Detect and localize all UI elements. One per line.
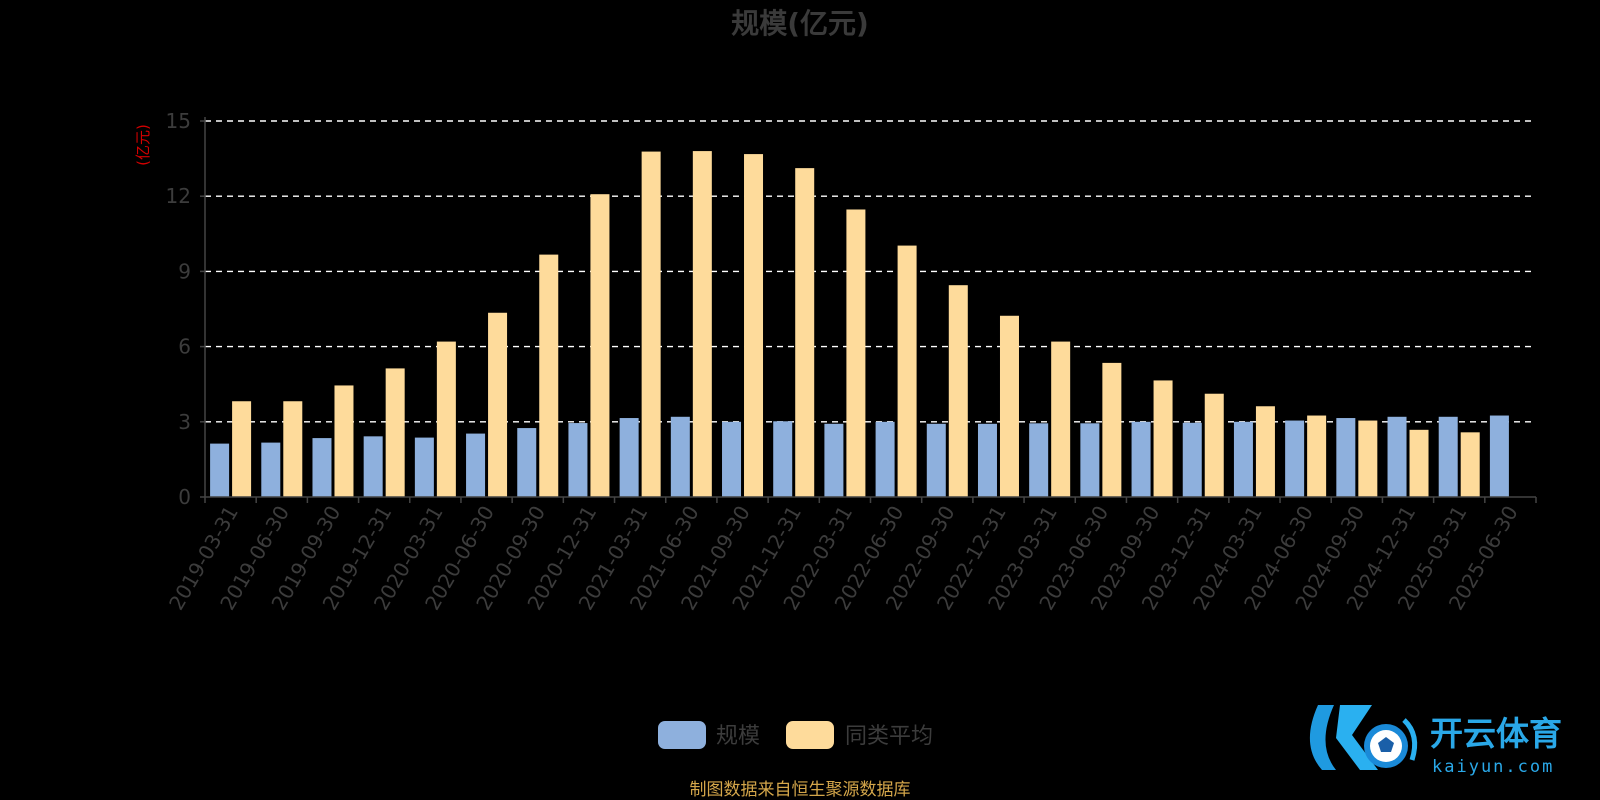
legend-swatch-scale <box>658 721 706 749</box>
bar-peer-average[interactable] <box>1460 432 1480 497</box>
bar-peer-average[interactable] <box>539 254 559 497</box>
y-tick-label: 9 <box>178 259 191 283</box>
bar-scale[interactable] <box>1285 420 1305 497</box>
bar-scale[interactable] <box>875 421 895 497</box>
bar-scale[interactable] <box>1336 418 1356 497</box>
kaiyun-logo-url: kaiyun.com <box>1432 757 1554 777</box>
bar-peer-average[interactable] <box>744 154 764 497</box>
bar-scale[interactable] <box>926 423 946 497</box>
legend-item-peer-average[interactable]: 同类平均 <box>786 721 933 749</box>
bar-scale[interactable] <box>722 421 742 497</box>
bar-peer-average[interactable] <box>1255 406 1275 497</box>
y-tick-label: 15 <box>166 109 191 133</box>
bar-peer-average[interactable] <box>999 315 1019 497</box>
y-tick-labels: 0 3 6 9 12 15 <box>166 109 191 509</box>
bar-peer-average[interactable] <box>488 312 508 497</box>
y-axis-label: (亿元) <box>134 124 152 166</box>
bar-peer-average[interactable] <box>692 151 712 497</box>
bar-peer-average[interactable] <box>795 168 815 497</box>
bar-peer-average[interactable] <box>436 341 456 497</box>
bar-scale[interactable] <box>1131 421 1151 497</box>
bar-peer-average[interactable] <box>283 401 303 497</box>
bar-scale[interactable] <box>1233 421 1253 497</box>
bar-peer-average[interactable] <box>846 209 866 497</box>
legend-item-scale[interactable]: 规模 <box>658 721 760 749</box>
bar-scale[interactable] <box>414 437 434 497</box>
bar-scale[interactable] <box>363 436 383 497</box>
bar-peer-average[interactable] <box>1102 362 1122 497</box>
bar-peer-average[interactable] <box>1409 429 1429 497</box>
y-tick-label: 3 <box>178 410 191 434</box>
bar-scale[interactable] <box>670 416 690 497</box>
bar-scale[interactable] <box>1387 416 1407 497</box>
axes <box>200 117 1537 503</box>
bar-scale[interactable] <box>261 442 281 497</box>
bar-scale[interactable] <box>977 423 997 497</box>
bar-scale[interactable] <box>1489 415 1509 497</box>
bar-scale[interactable] <box>210 443 230 497</box>
legend-label-peer-average: 同类平均 <box>845 724 933 749</box>
bar-peer-average[interactable] <box>1358 420 1378 497</box>
source-note: 制图数据来自恒生聚源数据库 <box>690 780 911 800</box>
bar-peer-average[interactable] <box>948 285 968 497</box>
bar-peer-average[interactable] <box>1307 415 1327 497</box>
legend: 规模 同类平均 <box>658 721 933 749</box>
bar-scale[interactable] <box>312 438 332 497</box>
kaiyun-logo-text: 开云体育 <box>1430 714 1562 753</box>
bar-peer-average[interactable] <box>1051 341 1071 497</box>
bar-peer-average[interactable] <box>334 385 354 497</box>
y-tick-label: 12 <box>166 184 191 208</box>
chart-title: 规模(亿元) <box>731 7 869 40</box>
bar-peer-average[interactable] <box>385 368 405 497</box>
bars <box>210 151 1509 497</box>
bar-peer-average[interactable] <box>641 151 661 497</box>
bar-peer-average[interactable] <box>232 401 252 497</box>
legend-label-scale: 规模 <box>716 724 760 749</box>
legend-swatch-peer-average <box>786 721 834 749</box>
bar-scale[interactable] <box>517 428 537 497</box>
bar-scale[interactable] <box>824 423 844 497</box>
bar-peer-average[interactable] <box>590 194 610 497</box>
bar-scale[interactable] <box>773 421 793 497</box>
bar-scale[interactable] <box>568 423 588 497</box>
bar-peer-average[interactable] <box>1204 393 1224 497</box>
bar-scale[interactable] <box>619 418 639 497</box>
bar-scale[interactable] <box>1438 416 1458 497</box>
bar-peer-average[interactable] <box>1153 380 1173 497</box>
bar-peer-average[interactable] <box>897 245 917 497</box>
bar-scale[interactable] <box>1182 422 1202 497</box>
bar-scale[interactable] <box>1080 423 1100 497</box>
kaiyun-logo-icon <box>1309 705 1418 770</box>
bar-scale[interactable] <box>1029 423 1049 497</box>
kaiyun-logo: 开云体育 kaiyun.com <box>1309 705 1562 777</box>
y-tick-label: 0 <box>178 485 191 509</box>
grid-lines <box>205 120 1536 423</box>
bar-scale[interactable] <box>466 433 486 497</box>
x-tick-labels: 2019-03-312019-06-302019-09-302019-12-31… <box>164 502 1523 615</box>
y-tick-label: 6 <box>178 335 191 359</box>
